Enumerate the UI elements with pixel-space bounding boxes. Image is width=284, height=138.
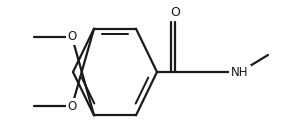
Text: NH: NH <box>231 67 249 79</box>
Text: O: O <box>67 99 77 112</box>
Text: O: O <box>170 6 180 19</box>
Text: O: O <box>67 30 77 43</box>
